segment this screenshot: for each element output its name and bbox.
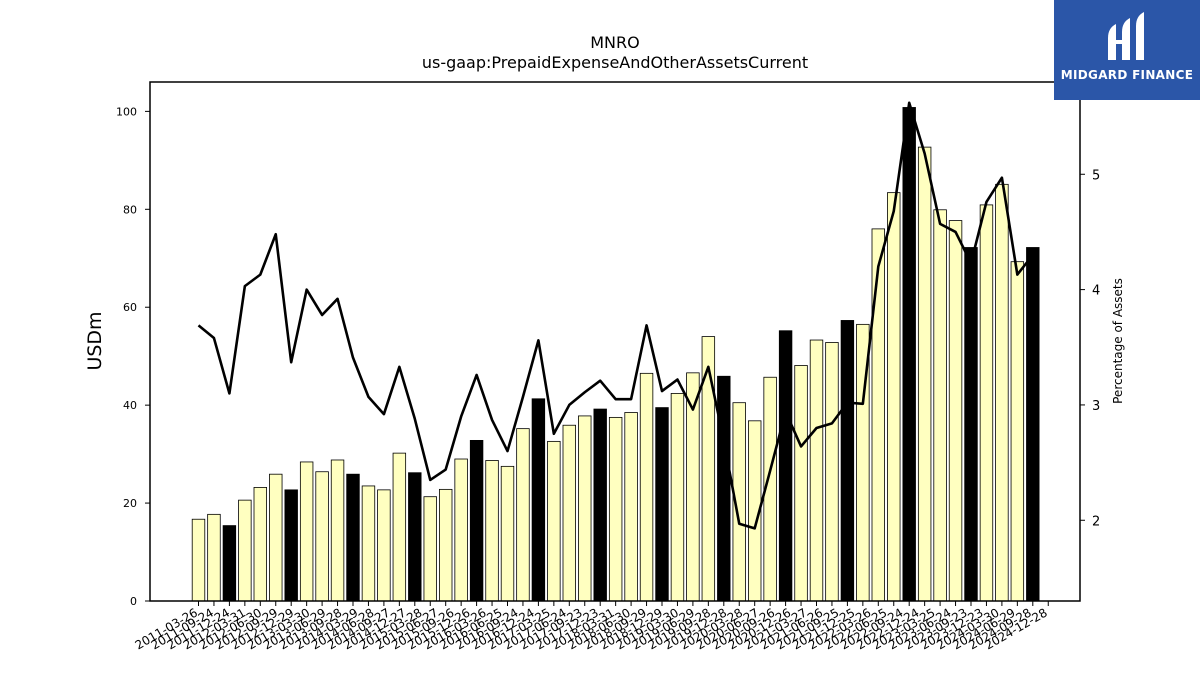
bar — [608, 416, 623, 602]
bar — [902, 107, 916, 602]
bar — [299, 461, 314, 602]
y2-tick-label: 2 — [1092, 514, 1100, 529]
bar — [408, 472, 422, 602]
y-axis-label: USDm — [84, 311, 106, 370]
bar — [964, 247, 978, 602]
bar — [979, 204, 994, 602]
bar — [670, 392, 685, 602]
y2-tick-label: 4 — [1092, 284, 1100, 299]
y-tick-label: 80 — [123, 203, 137, 216]
bar — [655, 407, 669, 602]
y2-tick-label: 3 — [1092, 399, 1100, 414]
y-tick-label: 60 — [123, 301, 137, 314]
bar — [562, 424, 577, 602]
bar — [191, 518, 206, 602]
bar — [469, 439, 484, 602]
bar — [995, 183, 1009, 602]
y-tick-label: 0 — [130, 595, 137, 608]
bar — [825, 342, 839, 602]
bar — [1026, 247, 1040, 602]
bar — [207, 513, 221, 602]
bar — [485, 460, 499, 602]
line-percentage-of-assets — [197, 101, 1034, 530]
bar — [948, 220, 963, 602]
y2-axis-label: Percentage of Assets — [1111, 278, 1125, 404]
y-axis: 0 20 40 60 80 100 — [116, 105, 150, 608]
y-tick-label: 20 — [123, 497, 137, 510]
bar — [531, 398, 546, 602]
brand-logo: MIDGARD FINANCE — [1054, 0, 1200, 100]
bar — [284, 489, 298, 602]
chart-subtitle: us-gaap:PrepaidExpenseAndOtherAssetsCurr… — [422, 53, 808, 72]
line-series — [197, 101, 1034, 530]
brand-name: MIDGARD FINANCE — [1060, 68, 1194, 82]
bar — [361, 485, 376, 602]
plot-frame — [149, 81, 1081, 602]
bar — [377, 489, 391, 602]
bar-series — [191, 107, 1040, 602]
y-tick-label: 100 — [116, 105, 137, 118]
bar — [438, 488, 453, 602]
bar — [222, 525, 237, 602]
bar — [717, 375, 731, 602]
bar — [1010, 261, 1025, 602]
x-axis: 2011-03-262011-09-242011-12-242012-03-31… — [133, 601, 1050, 652]
bar — [269, 473, 283, 602]
bar — [516, 428, 530, 602]
bar — [794, 365, 808, 602]
y2-tick-label: 5 — [1092, 168, 1100, 183]
bar — [871, 228, 886, 602]
bar — [330, 459, 345, 602]
bar — [624, 412, 638, 602]
bar — [315, 471, 329, 602]
bar — [639, 372, 654, 602]
bar — [392, 452, 407, 602]
bar — [454, 458, 468, 602]
bar — [578, 415, 592, 602]
bar — [887, 192, 901, 602]
bar — [917, 146, 932, 602]
bar — [253, 487, 268, 602]
y-tick-label: 40 — [123, 399, 137, 412]
bar — [933, 209, 947, 602]
bar — [423, 496, 437, 602]
bar — [238, 499, 252, 602]
midgard-logo-icon — [1108, 12, 1144, 60]
bar — [840, 320, 855, 602]
bar — [346, 473, 360, 602]
bar — [500, 465, 515, 602]
bar — [778, 330, 793, 602]
chart-title: MNRO — [590, 33, 639, 52]
bar — [809, 339, 824, 602]
bar — [547, 440, 561, 602]
y2-axis: 2 3 4 5 — [1080, 168, 1100, 529]
bar — [593, 408, 607, 602]
